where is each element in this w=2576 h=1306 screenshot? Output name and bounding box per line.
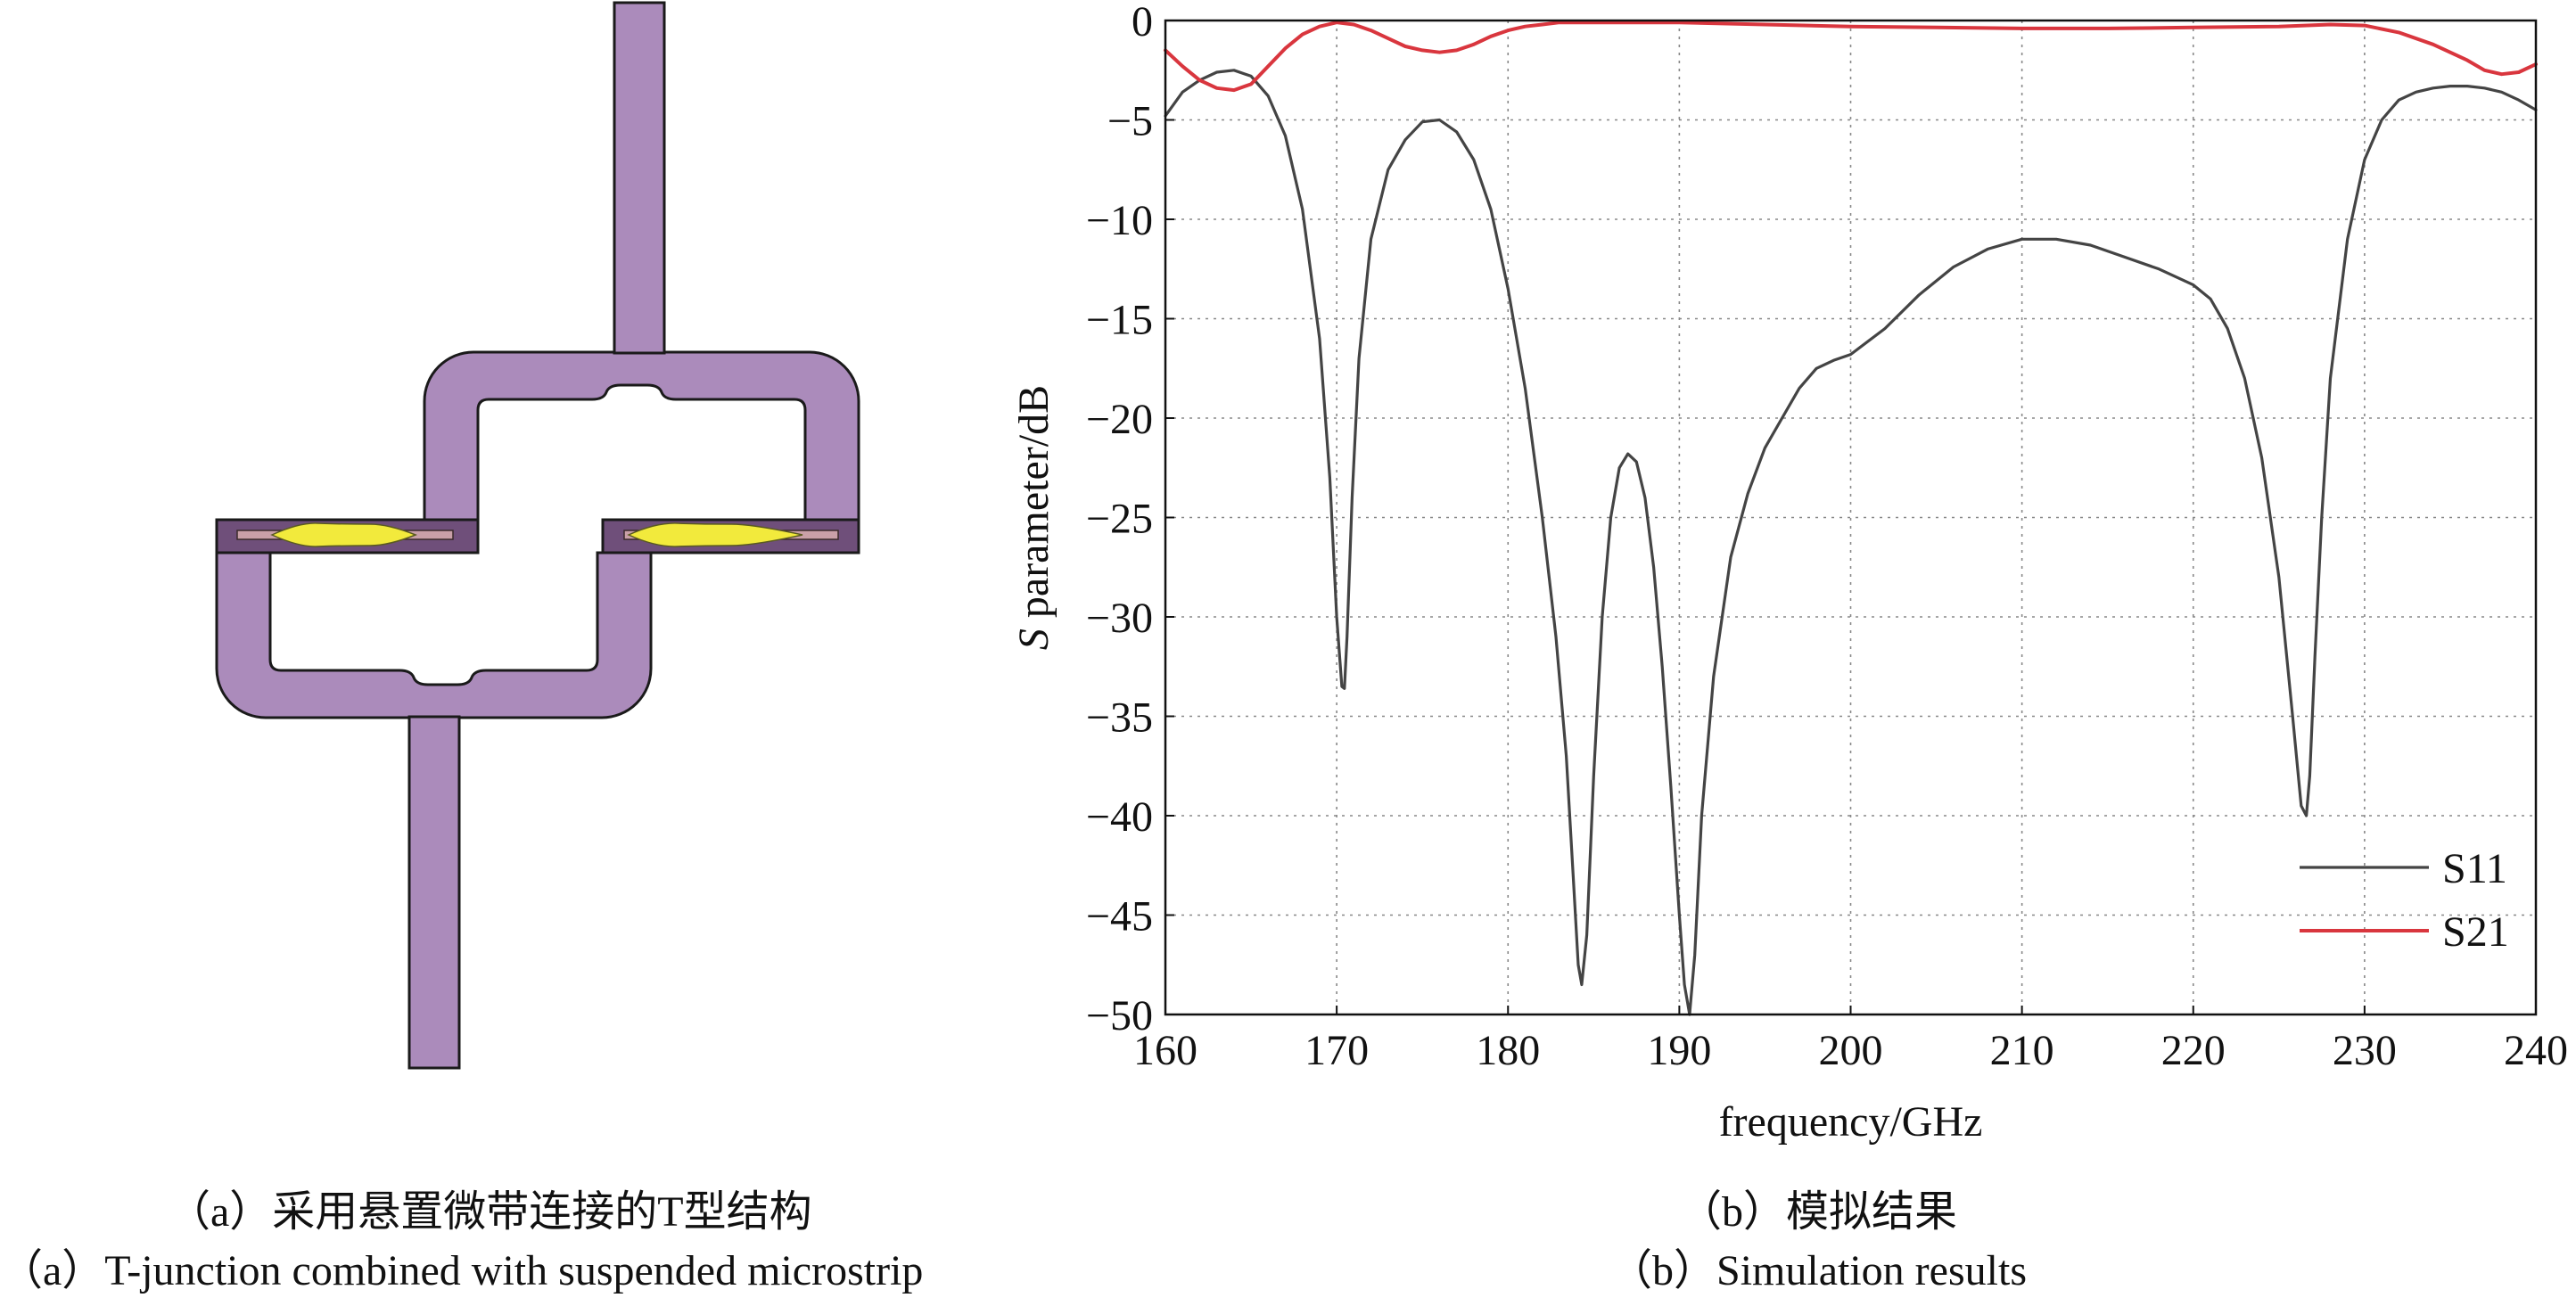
x-tick-label: 190 — [1647, 1027, 1711, 1074]
y-axis-label-symbol: S — [1010, 628, 1058, 650]
grid — [1165, 21, 2536, 1014]
legend-label-s21: S21 — [2442, 908, 2509, 956]
lower-loop — [215, 551, 653, 719]
x-tick-label: 240 — [2504, 1027, 2568, 1074]
y-tick-label: −5 — [1107, 98, 1153, 145]
panel-a: （a）采用悬置微带连接的T型结构 （a）T-junction combined … — [0, 0, 981, 1302]
left-microstrip-probe — [270, 522, 418, 547]
y-tick-label: −50 — [1086, 992, 1153, 1039]
series-line-s11 — [1164, 69, 2538, 1016]
bottom-feed-line — [407, 715, 461, 1070]
y-tick-label: 0 — [1132, 0, 1153, 45]
caption-a-cn: （a）采用悬置微带连接的T型结构 — [168, 1188, 812, 1236]
y-tick-label: −25 — [1086, 496, 1153, 543]
right-microstrip-probe — [627, 522, 803, 547]
y-tick-label: −15 — [1086, 297, 1153, 344]
series-line-s21 — [1164, 21, 2538, 93]
x-tick-label: 210 — [1990, 1027, 2054, 1074]
y-axis-label: S parameter/dB — [1010, 385, 1058, 650]
y-tick-label: −40 — [1086, 793, 1153, 841]
caption-b-en: （b）Simulation results — [1609, 1247, 2028, 1294]
y-axis-label-text: parameter/dB — [1010, 385, 1058, 628]
x-tick-label: 230 — [2333, 1027, 2397, 1074]
x-tick-label: 160 — [1133, 1027, 1197, 1074]
x-tick-label: 180 — [1476, 1027, 1540, 1074]
top-feed-line — [613, 1, 666, 355]
caption-b-cn: （b）模拟结果 — [1679, 1188, 1958, 1236]
x-axis-label: frequency/GHz — [1719, 1098, 1983, 1146]
x-tick-label: 220 — [2161, 1027, 2226, 1074]
s-parameter-chart: 160 170 180 190 200 210 220 230 240 0 −5 −10 −15 −20 −… — [1010, 0, 2568, 1146]
panel-b: 160 170 180 190 200 210 220 230 240 0 −5 −10 −15 −20 −… — [945, 0, 2576, 1293]
y-tick-label: −30 — [1086, 595, 1153, 642]
x-tick-label: 200 — [1819, 1027, 1883, 1074]
y-tick-label: −45 — [1086, 893, 1153, 940]
ticks: 160 170 180 190 200 210 220 230 240 0 −5 −10 −15 −20 −… — [1086, 0, 2568, 1074]
series — [1164, 21, 2538, 1016]
y-tick-label: −35 — [1086, 694, 1153, 742]
caption-a-en: （a）T-junction combined with suspended mi… — [0, 1247, 924, 1294]
x-tick-label: 170 — [1304, 1027, 1369, 1074]
y-tick-label: −10 — [1086, 197, 1153, 244]
legend-label-s11: S11 — [2442, 845, 2507, 892]
y-tick-label: −20 — [1086, 396, 1153, 443]
t-junction-diagram — [215, 1, 860, 1070]
